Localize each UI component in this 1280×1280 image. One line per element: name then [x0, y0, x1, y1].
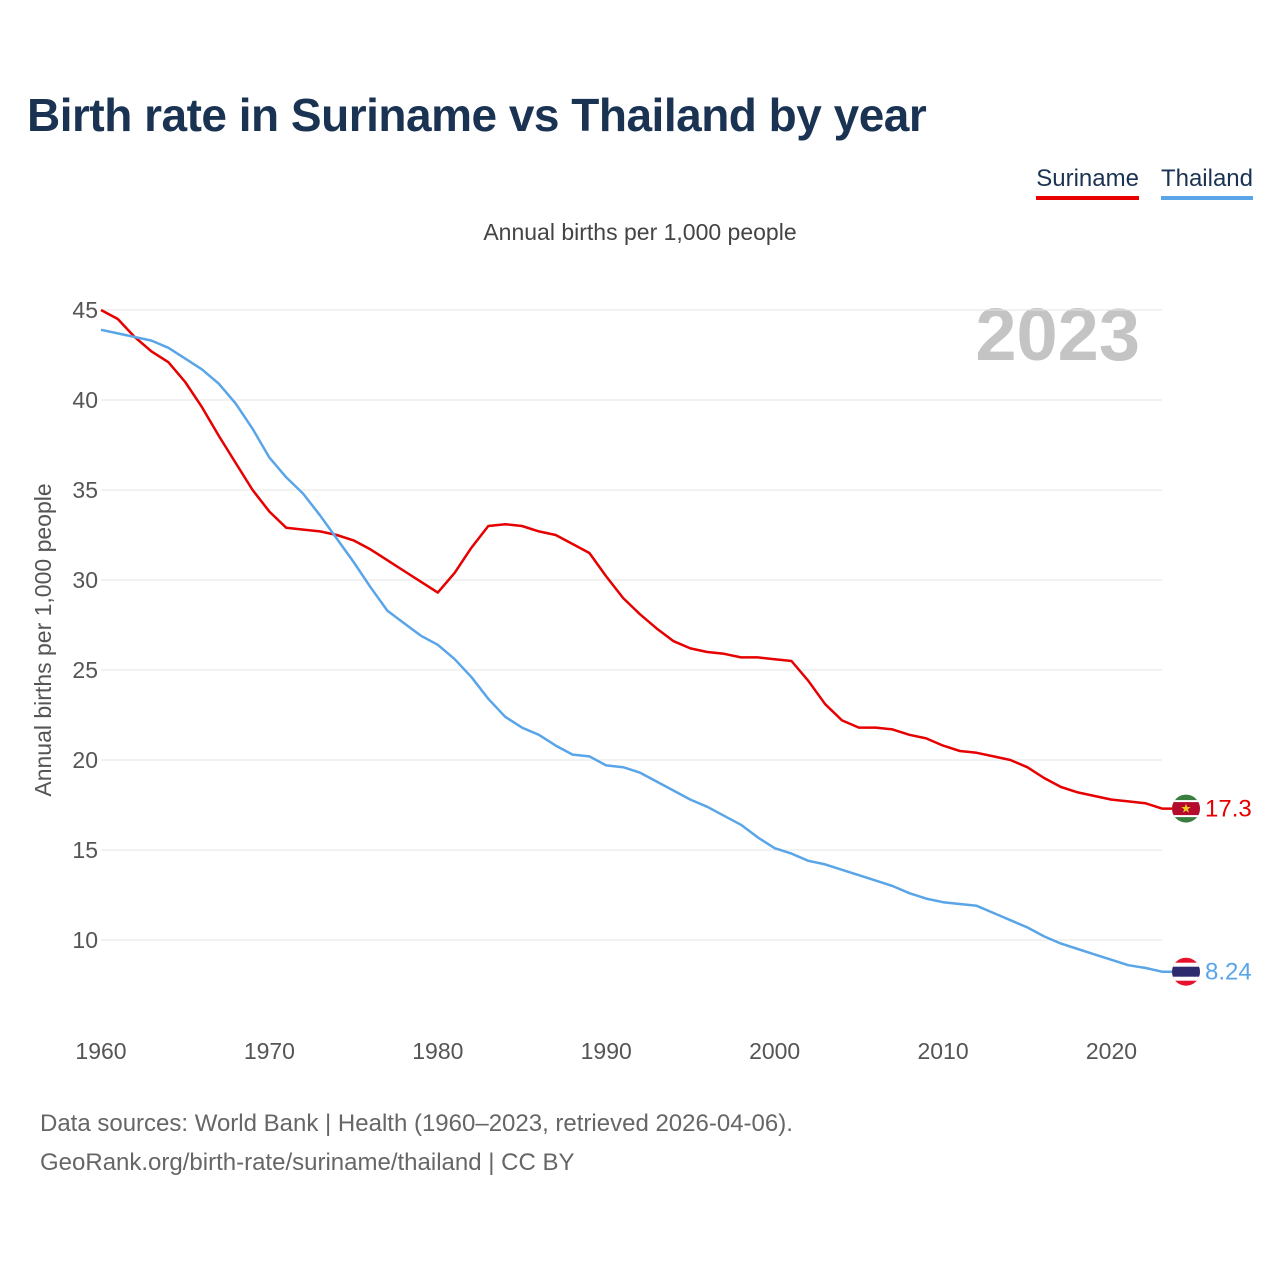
x-tick-label: 2010: [917, 1038, 968, 1064]
x-tick-label: 1990: [581, 1038, 632, 1064]
chart-subtitle: Annual births per 1,000 people: [483, 219, 796, 245]
end-value-label-thailand: 8.24: [1205, 959, 1252, 986]
legend-item-thailand[interactable]: Thailand: [1160, 165, 1253, 200]
legend: Suriname Thailand: [1036, 165, 1253, 200]
series-line-suriname: [100, 308, 1178, 810]
legend-item-suriname[interactable]: Suriname: [1036, 165, 1139, 200]
y-axis-label: Annual births per 1,000 people: [30, 483, 56, 796]
y-tick-label: 15: [72, 837, 98, 863]
y-axis-ticks: 10 15 20 25 30 35 40 45: [72, 297, 98, 953]
y-tick-label: 40: [72, 387, 98, 413]
y-tick-label: 10: [72, 927, 98, 953]
x-axis-ticks: 1960 1970 1980 1990 2000 2010 2020: [75, 1038, 1137, 1064]
footer: Data sources: World Bank | Health (1960–…: [40, 1104, 793, 1182]
x-tick-label: 1980: [412, 1038, 463, 1064]
chart-title: Birth rate in Suriname vs Thailand by ye…: [27, 89, 927, 141]
x-tick-label: 2020: [1086, 1038, 1137, 1064]
y-tick-label: 35: [72, 477, 98, 503]
series-line-thailand: [100, 328, 1178, 973]
y-tick-label: 30: [72, 567, 98, 593]
y-tick-label: 25: [72, 657, 98, 683]
thailand-flag-icon: [1172, 957, 1200, 986]
year-watermark: 2023: [975, 293, 1140, 376]
x-tick-label: 1960: [75, 1038, 126, 1064]
suriname-flag-icon: [1172, 794, 1200, 823]
end-value-label-suriname: 17.3: [1205, 796, 1252, 823]
y-tick-label: 20: [72, 747, 98, 773]
y-tick-label: 45: [72, 297, 98, 323]
x-tick-label: 2000: [749, 1038, 800, 1064]
footer-credit: GeoRank.org/birth-rate/suriname/thailand…: [40, 1149, 575, 1176]
gridlines: [101, 309, 1162, 941]
footer-sources: Data sources: World Bank | Health (1960–…: [40, 1110, 793, 1137]
x-tick-label: 1970: [244, 1038, 295, 1064]
